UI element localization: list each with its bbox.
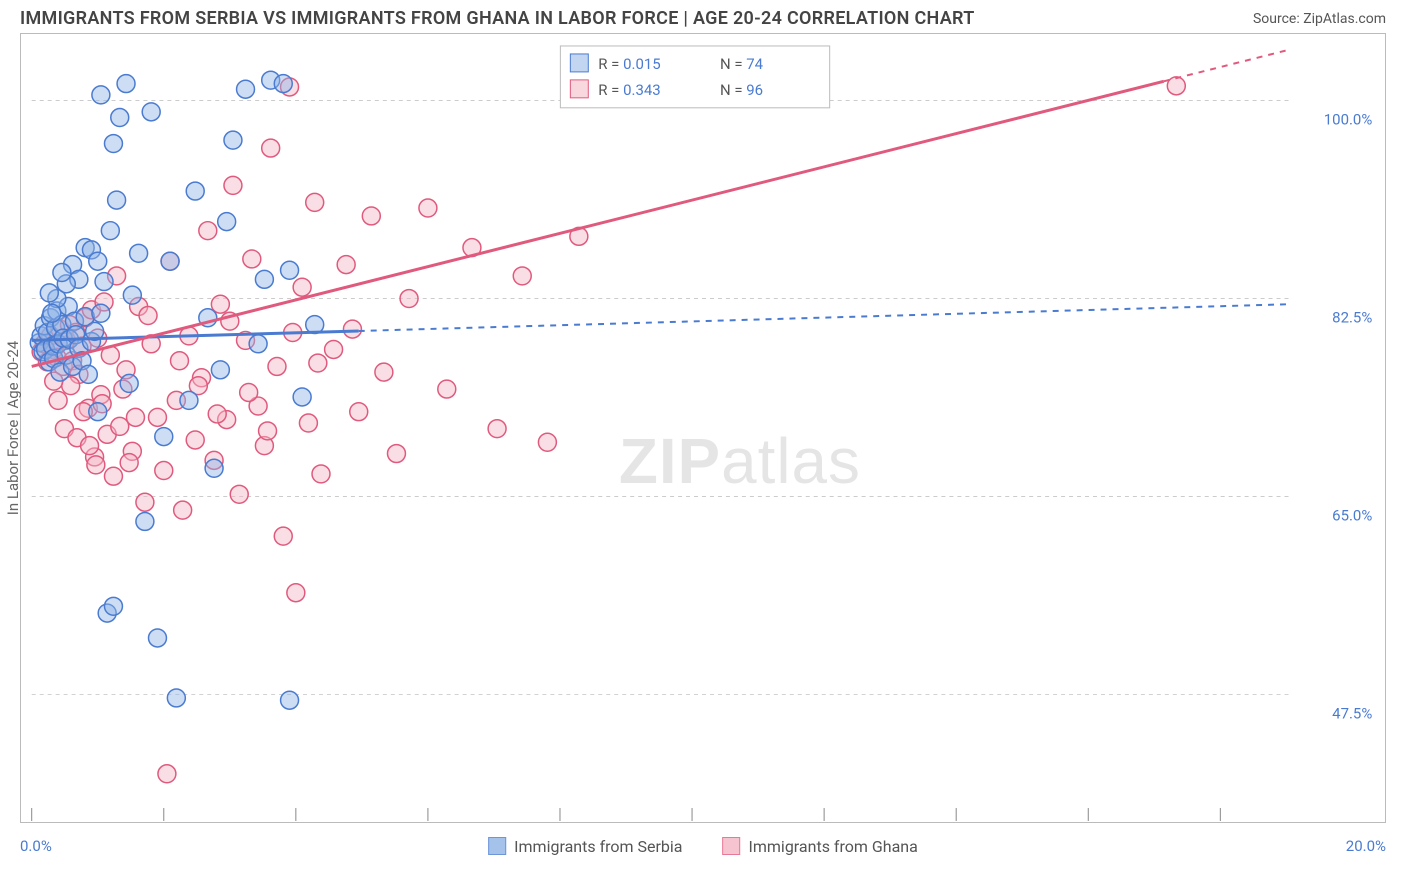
chart-title: IMMIGRANTS FROM SERBIA VS IMMIGRANTS FRO… xyxy=(20,8,975,29)
legend-label: Immigrants from Serbia xyxy=(514,837,682,856)
legend-item-serbia: Immigrants from Serbia xyxy=(488,837,682,856)
source-label: Source: ZipAtlas.com xyxy=(1253,11,1386,27)
svg-text:65.0%: 65.0% xyxy=(1332,506,1372,524)
svg-text:82.5%: 82.5% xyxy=(1332,308,1372,326)
watermark: ZIPatlas xyxy=(619,425,861,497)
svg-text:100.0%: 100.0% xyxy=(1324,110,1373,128)
legend-item-ghana: Immigrants from Ghana xyxy=(723,837,918,856)
x-axis-max-label: 20.0% xyxy=(1346,837,1386,855)
scatter-plot: ZIPatlas 47.5% 65.0% 82.5% 100.0% R = 0.015… xyxy=(21,34,1385,822)
swatch-icon xyxy=(723,837,741,855)
svg-text:47.5%: 47.5% xyxy=(1332,705,1372,723)
legend-label: Immigrants from Ghana xyxy=(749,837,918,856)
svg-text:R = 0.343: R = 0.343 xyxy=(598,81,660,99)
y-axis-label: In Labor Force | Age 20-24 xyxy=(4,341,22,515)
svg-text:N = 74: N = 74 xyxy=(720,55,764,73)
chart-area: In Labor Force | Age 20-24 ZIPatlas 47.5… xyxy=(20,33,1386,823)
x-axis-min-label: 0.0% xyxy=(20,837,52,855)
swatch-icon xyxy=(488,837,506,855)
bottom-legend: Immigrants from Serbia Immigrants from G… xyxy=(488,837,918,856)
x-axis-bar: 0.0% Immigrants from Serbia Immigrants f… xyxy=(20,823,1386,869)
svg-text:N = 96: N = 96 xyxy=(720,81,763,99)
svg-text:R = 0.015: R = 0.015 xyxy=(598,55,660,73)
